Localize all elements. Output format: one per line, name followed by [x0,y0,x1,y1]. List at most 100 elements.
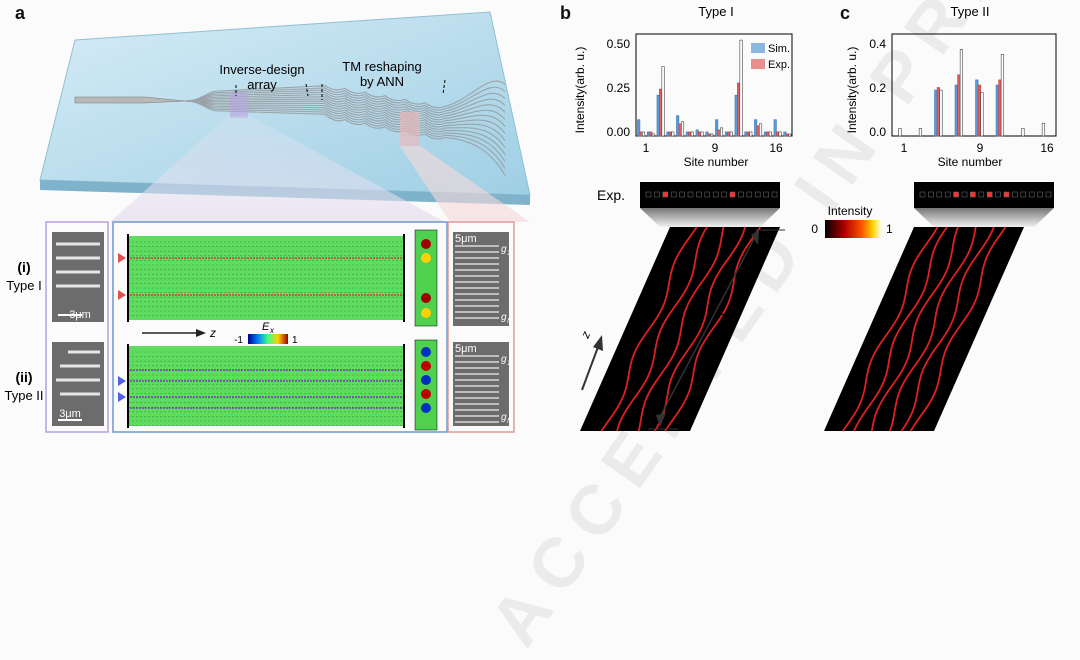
row1-type: Type I [6,278,41,293]
exp-label: Exp. [597,187,625,203]
chart1-bar-s0-15 [783,131,787,137]
exp-spot-type1 [662,191,669,198]
chart2-bar-s2-12 [1021,128,1025,137]
sem-type2-image [52,342,104,426]
chart2-bar-s2-14 [1041,122,1046,137]
input-marker-1 [118,253,126,263]
label-array-2: array [247,77,277,92]
chart2-bar-s0-6 [954,84,958,137]
chart1-bar-s0-6 [695,129,699,137]
chart2-bar-s2-10 [1000,54,1005,137]
inset-field-frame [112,221,448,433]
chart1-bar-s1-1 [649,131,653,137]
chart1-bar-s0-14 [773,119,777,137]
exp-spot-type1 [771,191,778,198]
projection-cone-right [400,146,530,222]
intensity-label: Intensity [828,204,873,218]
input-marker-2 [118,290,126,300]
chart2-ytick-2: 0.0 [869,125,886,139]
field-colorbar [248,334,288,344]
field-label: E [262,321,270,333]
label-ann-1: TM reshaping [342,59,421,74]
chart1-xtick-1: 9 [712,141,719,155]
chart2-ylabel: Intensity(arb. u.) [845,47,859,134]
inset-sem-ann-frame [447,221,515,433]
exp-spot-type2 [1003,191,1010,198]
waveguide-4 [184,93,506,118]
chart1-bar-s1-11 [746,131,750,137]
chart2-xlabel: Site number [938,155,1003,169]
chart2-frame [891,33,1057,137]
chart1-bar-s0-8 [715,119,719,137]
chart1-bar-s2-5 [690,131,694,137]
chart2-bar-s1-10 [998,79,1002,137]
row2-type: Type II [4,388,43,403]
chart1-bar-s1-10 [737,82,741,137]
chart1-bar-s1-8 [717,129,721,137]
field-max: 1 [292,335,298,346]
chart1-bar-s0-3 [666,131,670,137]
gap-g1-sub-1: 1 [507,250,511,257]
z-axis-label: z [209,326,216,340]
chart1-ytick-0: 0.50 [607,37,631,51]
output-spot [421,403,431,413]
scale-bar-5um-2: 5μm [455,343,477,355]
chart1-bar-s1-12 [756,125,760,137]
exp-spot-type1 [754,191,761,198]
chart-type2: Type II Intensity(arb. u.) Site number 0… [845,4,1057,169]
output-spot [421,347,431,357]
output-spot [421,239,431,249]
ann-region-highlight [400,112,420,146]
panel-b-label: b [560,3,571,23]
propagation-trace [616,226,708,432]
gap-gN-sub-1: N [507,318,513,325]
chart1-bar-s2-10 [739,39,743,137]
chart1-bar-s2-15 [788,133,792,137]
propagation-trace [600,226,698,432]
waveguide-0 [184,80,506,109]
exp-spot-type1 [712,191,719,198]
gap-g1-sub-2: 1 [507,360,511,367]
array-region-highlight [230,92,248,118]
exp-spot-type1 [687,191,694,198]
exp-spot-type2 [953,191,959,198]
waveguide-12 [184,100,506,169]
waveguide-13 [184,100,506,176]
input-waveguide [74,96,186,104]
chart1-bar-s2-4 [681,121,685,137]
chart1-bar-s0-0 [637,119,641,137]
chart1-bar-s1-3 [668,131,672,137]
exp-spot-type2 [928,191,934,198]
chart2-xtick-0: 1 [901,141,908,155]
intensity-images: Exp. Intensity 0 1 z L [578,182,1054,432]
chart2-bar-s2-4 [939,89,943,137]
exp-spot-type2 [970,191,976,198]
exp-spot-type1 [670,191,677,198]
chart1-bar-s0-1 [646,131,650,137]
chart1-bar-s0-5 [685,131,689,137]
exp-projection-type1 [640,208,780,227]
waveguide-5 [184,96,506,121]
chart1-bar-s2-6 [700,131,704,137]
exp-spot-type1 [763,191,769,198]
chart1-bar-s1-6 [698,131,702,137]
sem-ann-guides [455,245,499,423]
waveguide-7 [184,100,506,134]
chart1-bar-s0-12 [754,119,758,137]
field-min: -1 [234,335,243,346]
chart1-bar-s0-7 [705,131,709,137]
chart1-xtick-2: 16 [769,141,783,155]
chart1-bar-s2-14 [778,131,782,137]
field-sub: x [269,326,275,335]
exp-spot-type1 [738,191,744,198]
chart2-bar-s1-8 [977,84,981,137]
chart2-ytick-0: 0.4 [869,37,886,51]
legend-sim-label: Sim. [768,43,790,55]
chart1-bar-s2-12 [759,123,763,137]
field-sim-type1 [128,236,404,320]
exp-spot-type2 [961,191,968,198]
chart1-bar-s2-8 [720,127,724,137]
exp-spot-type1 [721,191,727,198]
row1-roman: (i) [17,259,30,275]
chart1-bar-s0-4 [676,115,680,137]
